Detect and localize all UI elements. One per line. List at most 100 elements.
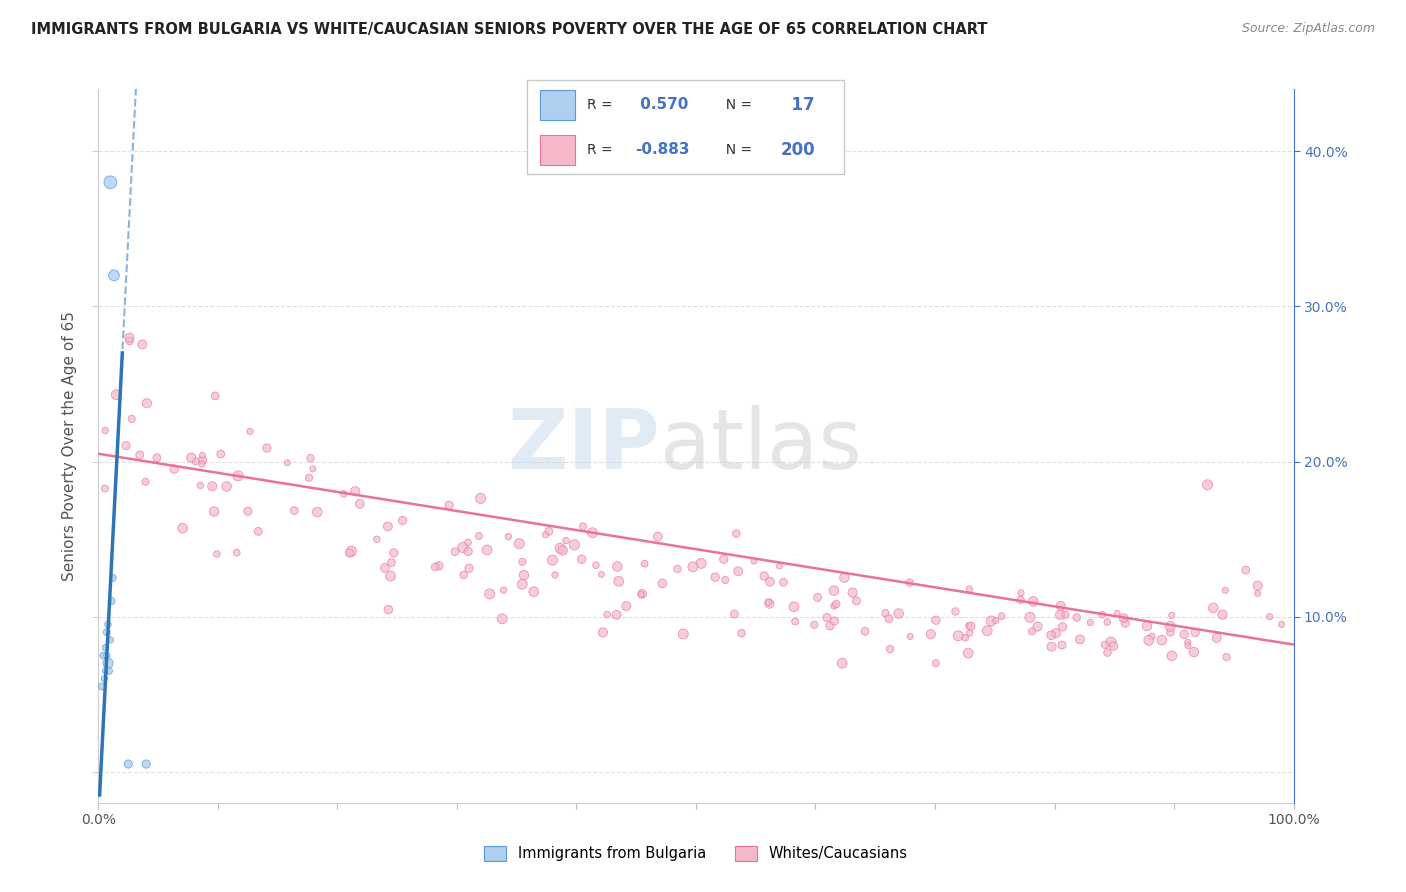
Point [1102, 639, 1125, 653]
Point [785, 615, 807, 629]
Point [247, 524, 270, 539]
Point [879, 642, 901, 657]
Point [427, 558, 450, 573]
Point [1022, 594, 1045, 608]
Point [204, 389, 226, 403]
Point [614, 599, 637, 614]
Point [1202, 600, 1225, 615]
Point [121, 412, 143, 426]
Point [340, 544, 363, 558]
Point [1247, 579, 1270, 593]
Point [945, 605, 967, 619]
Point [457, 535, 479, 549]
Text: 200: 200 [780, 141, 815, 159]
Point [946, 629, 969, 643]
Point [723, 607, 745, 621]
Point [1258, 609, 1281, 624]
Text: R =: R = [588, 97, 617, 112]
Point [1069, 632, 1091, 647]
Point [377, 519, 399, 533]
Point [1182, 645, 1205, 659]
Point [344, 484, 367, 499]
Point [606, 559, 628, 574]
Point [307, 505, 329, 519]
Point [1234, 563, 1257, 577]
Point [191, 457, 214, 471]
Point [118, 331, 141, 345]
Point [1114, 616, 1136, 631]
Bar [540, 135, 575, 164]
Point [959, 582, 981, 596]
Point [236, 504, 259, 518]
Text: atlas: atlas [661, 406, 862, 486]
Point [823, 599, 845, 613]
Point [523, 584, 546, 599]
Point [349, 497, 371, 511]
Point [1019, 610, 1042, 624]
Point [752, 569, 775, 583]
Point [772, 575, 794, 590]
Point [118, 334, 141, 348]
Point [834, 571, 856, 585]
Point [457, 544, 479, 558]
Point [276, 456, 298, 470]
Point [184, 454, 207, 468]
Point [225, 546, 247, 560]
Point [1052, 620, 1074, 634]
Point [1107, 606, 1129, 620]
Point [115, 439, 138, 453]
Point [1099, 635, 1122, 649]
Point [508, 537, 530, 551]
Point [475, 542, 498, 557]
Point [877, 612, 900, 626]
Point [585, 558, 607, 573]
Point [925, 656, 948, 670]
Point [374, 561, 396, 575]
Point [955, 631, 977, 645]
Point [1078, 615, 1101, 630]
Point [682, 559, 704, 574]
Point [1140, 630, 1163, 644]
Point [391, 513, 413, 527]
Point [239, 425, 262, 439]
Point [491, 612, 513, 626]
Point [93, 672, 115, 686]
Point [1094, 638, 1116, 652]
Point [572, 519, 595, 533]
Bar [540, 89, 575, 120]
Point [651, 576, 673, 591]
Point [1215, 583, 1237, 598]
Point [299, 451, 322, 466]
Point [633, 557, 655, 571]
Point [823, 614, 845, 628]
Point [596, 607, 619, 622]
Point [1136, 619, 1159, 633]
Point [920, 627, 942, 641]
Point [898, 575, 921, 590]
Point [180, 450, 202, 465]
Point [256, 441, 278, 455]
Point [690, 557, 713, 571]
Point [1040, 628, 1063, 642]
Point [468, 529, 491, 543]
Point [581, 525, 603, 540]
Point [1010, 592, 1032, 607]
Point [191, 448, 214, 462]
Point [1159, 619, 1181, 633]
Point [513, 568, 536, 582]
Text: N =: N = [717, 143, 756, 157]
Point [202, 504, 225, 518]
Point [666, 562, 689, 576]
Point [105, 388, 128, 402]
Point [1045, 626, 1067, 640]
Point [444, 544, 467, 558]
Point [845, 594, 868, 608]
Point [135, 396, 157, 410]
Point [537, 524, 560, 539]
Point [898, 629, 921, 643]
Point [100, 594, 122, 608]
Point [191, 453, 214, 467]
Point [630, 588, 652, 602]
Point [959, 625, 981, 640]
Point [1160, 648, 1182, 663]
